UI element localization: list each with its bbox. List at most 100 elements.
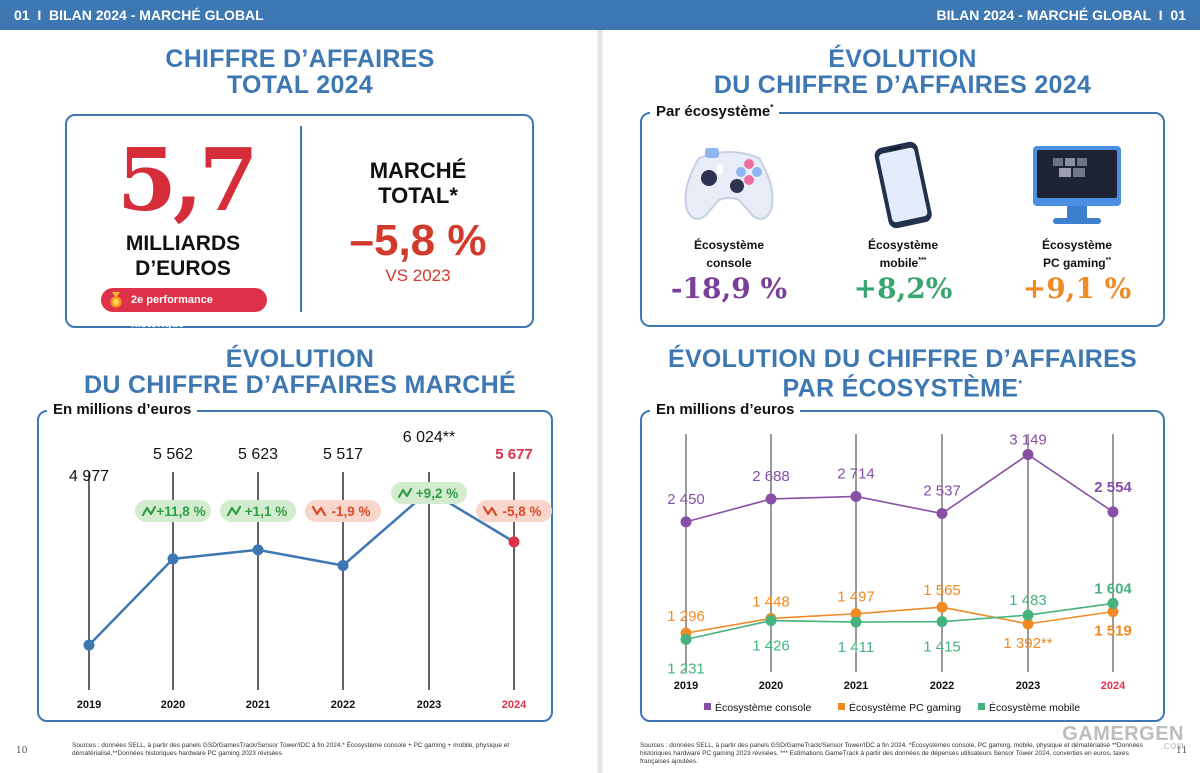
trend-down-icon	[482, 505, 498, 517]
gamepad-icon	[684, 148, 774, 220]
eco-value-label: 2 714	[837, 465, 875, 482]
market-value-label: 5 562	[153, 446, 193, 463]
trend-up-icon	[397, 487, 413, 499]
eco-value-label: 1 411	[838, 639, 874, 656]
eco-data-point	[1107, 506, 1119, 518]
eco-value-label: 3 149	[1009, 432, 1047, 449]
market-data-point	[83, 639, 95, 651]
legend-label: Écosystème PC gaming	[849, 701, 961, 714]
eco-data-point	[765, 493, 777, 505]
legend-label: Écosystème console	[715, 701, 811, 714]
market-value-label: 4 977	[69, 468, 109, 485]
eco-value-label: 1 426	[752, 638, 790, 655]
ecosystem-name-line-1: Écosystème	[693, 238, 765, 252]
eco-value-label: 2 688	[752, 468, 790, 485]
year-tick-label: 2020	[759, 680, 783, 692]
ecosystem-name: Écosystème mobile***	[818, 238, 988, 271]
sources-right: Sources : données SELL, à partir des pan…	[640, 742, 1143, 765]
ecosystem-name-line-2: mobile	[879, 256, 919, 270]
change-label: -5,8 %	[502, 504, 541, 519]
performance-badge-label: 2e performance historique	[131, 294, 213, 330]
eco-value-label: 1 415	[923, 639, 961, 656]
market-data-point	[252, 544, 264, 556]
year-tick-label: 2020	[161, 699, 185, 711]
total-title: CHIFFRE D’AFFAIRES TOTAL 2024	[60, 46, 540, 98]
total-card: 5,7 MILLIARDS D’EUROS 2e performance his…	[65, 114, 534, 330]
header-highlight: MARCHÉ GLOBAL	[139, 7, 264, 23]
year-tick-label: 2024	[502, 699, 527, 711]
monitor-icon	[1033, 146, 1121, 224]
eco-value-label: 2 450	[667, 491, 705, 508]
legend-label: Écosystème mobile	[989, 701, 1080, 714]
market-data-point	[337, 559, 349, 571]
eco-value-label: 2 554	[1094, 479, 1132, 496]
eco-data-point	[765, 615, 777, 627]
market-label-line-2: TOTAL*	[378, 183, 458, 208]
market-value-label: 5 517	[323, 446, 363, 463]
ecosystem-title: ÉVOLUTION DU CHIFFRE D’AFFAIRES 2024	[640, 46, 1165, 98]
trend-up-icon	[141, 505, 157, 517]
market-value-label: 6 024**	[403, 429, 456, 446]
eco-data-point	[936, 601, 948, 613]
year-tick-label: 2022	[930, 680, 954, 692]
change-label: +1,1 %	[245, 504, 287, 519]
sources-left: Sources : données SELL, à partir des pan…	[72, 742, 510, 757]
eco-data-point	[1107, 597, 1119, 609]
trend-up-icon	[226, 505, 242, 517]
eco-line-chart: 2019 2020 2021 2022 2023 2024 2 450 2 688 2 714 2…	[667, 432, 1132, 714]
legend-swatch	[978, 703, 985, 710]
performance-badge: 2e performance historique	[101, 288, 267, 330]
eco-value-label: 1 519	[1094, 623, 1132, 640]
eco-data-point	[850, 490, 862, 502]
eco-chart-unit-label: En millions d’euros	[650, 401, 801, 418]
change-pill	[476, 500, 552, 522]
legend-swatch	[704, 703, 711, 710]
total-revenue-value: 5,7	[117, 130, 259, 231]
ecosystem-mobile-change: +8,2%	[853, 272, 953, 305]
eco-value-label: 1 497	[837, 589, 875, 606]
eco-data-point	[680, 516, 692, 528]
total-unit-line-1: MILLIARDS	[125, 232, 241, 255]
eco-data-point	[850, 608, 862, 620]
total-unit-line-2: D’EUROS	[135, 257, 231, 280]
watermark-text: GAMERGEN	[1062, 723, 1184, 745]
eco-data-point	[1107, 606, 1119, 618]
eco-series-line	[685, 602, 1114, 641]
change-pill	[391, 482, 467, 504]
ecosystem-card-label: Par écosystème*	[650, 103, 780, 120]
market-value-label: 5 677	[495, 446, 533, 463]
eco-value-label: 1 604	[1094, 580, 1132, 597]
card-divider	[300, 126, 302, 312]
ecosystem-name-line-1: Écosystème	[1041, 238, 1113, 252]
header-highlight: MARCHÉ GLOBAL	[1026, 7, 1151, 23]
header-separator: I	[37, 7, 42, 23]
eco-chart-title-line-2: PAR ÉCOSYSTÈME	[782, 374, 1019, 403]
page-gutter	[597, 30, 603, 773]
smartphone-icon	[874, 141, 932, 229]
change-label: -1,9 %	[331, 504, 370, 519]
ecosystem-name-line-2: console	[706, 256, 752, 270]
year-tick-label: 2021	[844, 680, 868, 692]
market-chart-title-line-1: ÉVOLUTION	[225, 345, 375, 373]
header-separator: I	[1158, 7, 1163, 23]
legend-swatch	[838, 703, 845, 710]
change-label: +11,8 %	[156, 504, 205, 519]
year-tick-label: 2021	[246, 699, 270, 711]
eco-data-point	[850, 616, 862, 628]
ecosystem-name: Écosystème console	[644, 238, 814, 271]
eco-value-label: 2 537	[923, 483, 961, 500]
ecosystem-console-change: -18,9 %	[670, 272, 788, 305]
market-value-label: 5 623	[238, 446, 278, 463]
eco-value-label: 1 296	[667, 608, 705, 625]
ecosystem-card-label-mark: *	[770, 103, 774, 112]
year-tick-label: 2019	[674, 680, 698, 692]
market-data-point	[508, 536, 520, 548]
total-title-line-2: TOTAL 2024	[226, 71, 374, 99]
ecosystem-name: Écosystème PC gaming**	[992, 238, 1162, 271]
change-pill	[220, 500, 296, 522]
market-line-chart: 2019 2020 2021 2022 2023 2024 4 977 5 562 5 623 5…	[69, 429, 552, 711]
market-chart-unit-label: En millions d’euros	[47, 401, 198, 418]
change-pill	[135, 500, 211, 522]
header-bar-left: 01 I BILAN 2024 - MARCHÉ GLOBAL	[0, 0, 600, 30]
header-text: BILAN 2024 -	[936, 7, 1027, 23]
